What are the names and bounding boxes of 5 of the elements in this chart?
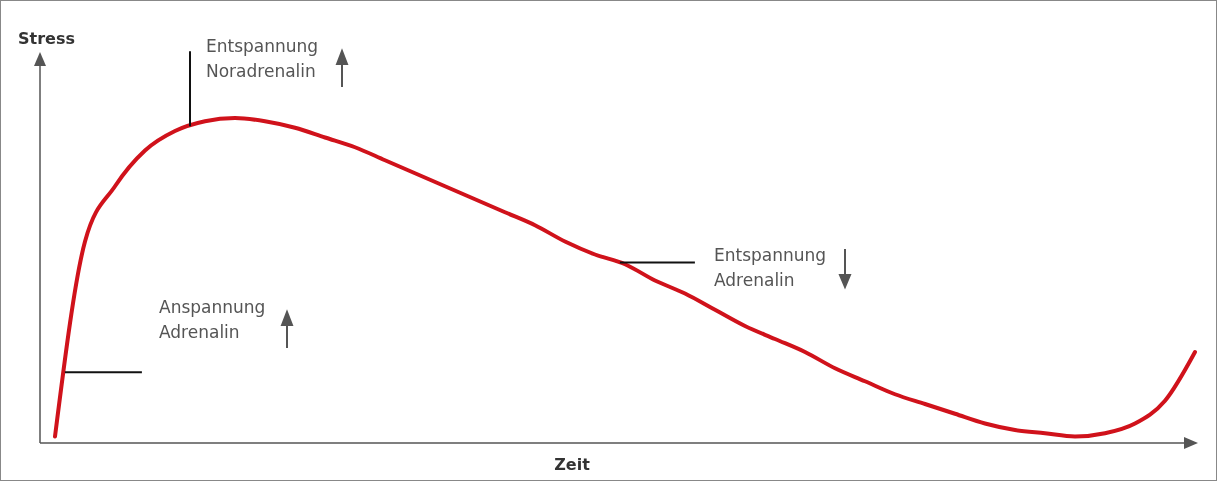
y-axis-title: Stress <box>18 29 75 48</box>
text: Entspannung Noradrenalin <box>206 36 319 81</box>
x-axis-title: Zeit <box>554 455 591 474</box>
annotation: Anspannung Adrenalin <box>159 297 266 342</box>
annotation: Entspannung Adrenalin <box>714 245 827 290</box>
